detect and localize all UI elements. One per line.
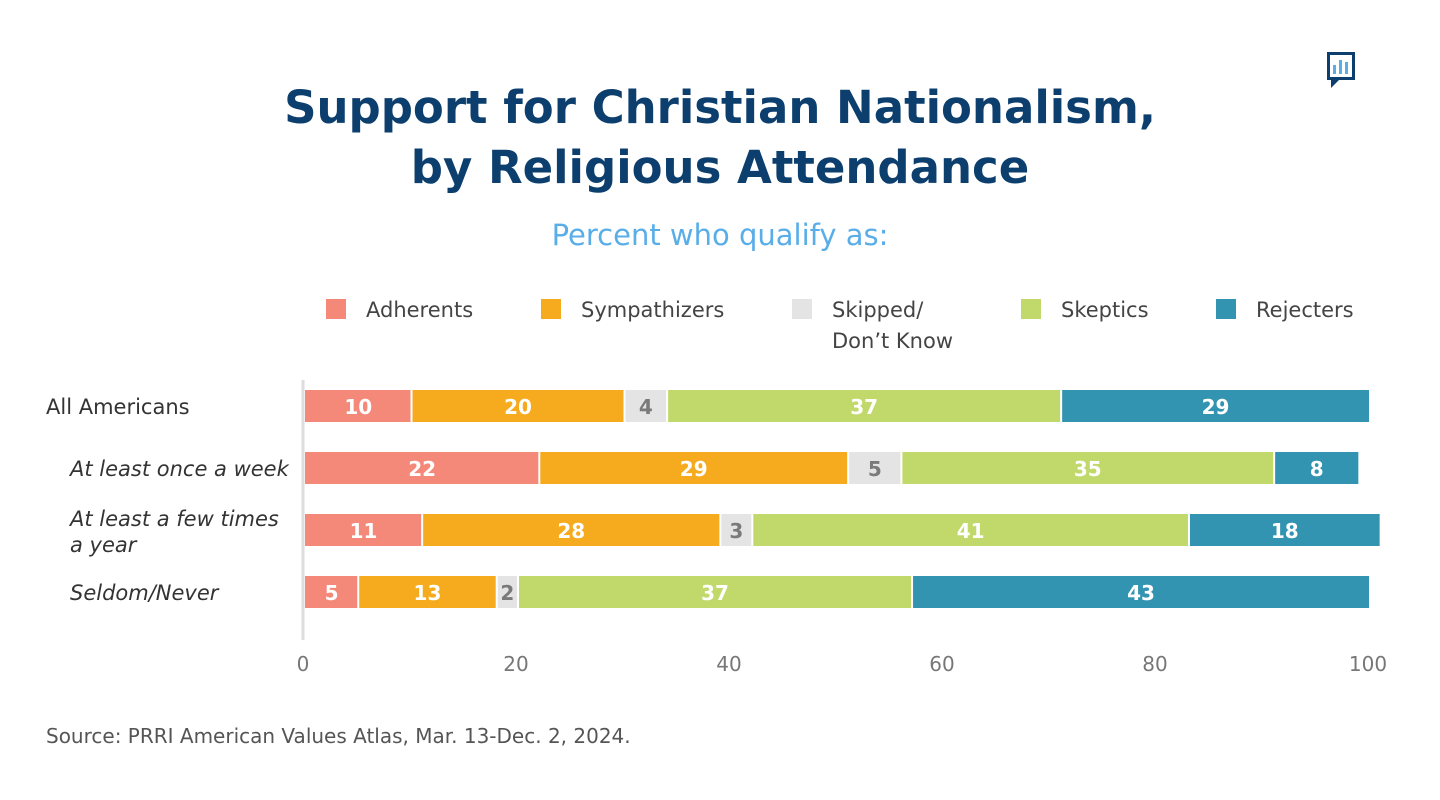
title-line-2: by Religious Attendance [410,141,1030,194]
legend-swatch-4 [1216,299,1236,319]
data-label: 20 [504,395,532,419]
bar-segment-adherents [305,514,422,546]
data-label: 22 [408,457,436,481]
bar-segment-rejecters [1062,390,1369,422]
legend-label: Skeptics [1061,298,1149,322]
data-label: 35 [1074,457,1102,481]
data-label: 37 [850,395,878,419]
bar-segment-adherents [305,390,411,422]
category-label: Seldom/Never [70,581,220,605]
data-label: 28 [557,519,585,543]
data-label: 13 [414,581,442,605]
bar-segment-skipped-don-t-know [625,390,667,422]
legend-swatch-3 [1021,299,1041,319]
bar-segment-skipped-don-t-know [849,452,901,484]
data-label: 2 [500,581,514,605]
data-label: 43 [1127,581,1155,605]
bar-segment-rejecters [1189,514,1380,546]
x-tick-label: 40 [716,652,741,676]
legend-label: Rejecters [1256,298,1354,322]
x-tick-label: 0 [297,652,310,676]
data-label: 8 [1310,457,1324,481]
legend-label: Sympathizers [581,298,724,322]
legend-swatch-1 [541,299,561,319]
x-tick-label: 100 [1349,652,1387,676]
data-label: 5 [325,581,339,605]
category-label: At least a few times [68,507,279,531]
data-label: 11 [350,519,378,543]
data-label: 29 [680,457,708,481]
data-label: 4 [639,395,653,419]
category-label: a year [70,533,138,557]
data-label: 37 [701,581,729,605]
data-label: 18 [1271,519,1299,543]
chart-title: Support for Christian Nationalism, by Re… [0,78,1440,198]
x-tick-label: 60 [929,652,954,676]
source-note: Source: PRRI American Values Atlas, Mar.… [46,724,631,748]
legend-swatch-2 [792,299,812,319]
bar-segment-sympathizers [540,452,848,484]
legend-label: Adherents [366,298,473,322]
bar-segment-adherents [305,452,539,484]
data-label: 41 [957,519,985,543]
bar-segment-skipped-don-t-know [497,576,517,608]
bar-segment-sympathizers [412,390,624,422]
title-line-1: Support for Christian Nationalism, [284,81,1156,134]
prri-logo-icon [1327,52,1355,88]
bar-segment-rejecters [1275,452,1359,484]
data-label: 10 [344,395,372,419]
x-tick-label: 20 [503,652,528,676]
bar-segment-rejecters [913,576,1369,608]
bar-segment-skeptics [753,514,1188,546]
bar-segment-sympathizers [423,514,720,546]
chart-subtitle: Percent who qualify as: [551,218,889,252]
bar-segment-skeptics [519,576,912,608]
x-tick-label: 80 [1142,652,1167,676]
data-label: 3 [729,519,743,543]
data-label: 29 [1202,395,1230,419]
data-label: 5 [868,457,882,481]
bar-segment-skeptics [668,390,1061,422]
bar-segment-adherents [305,576,358,608]
legend-label: Skipped/ [832,298,924,322]
bar-segment-skeptics [902,452,1274,484]
category-label: At least once a week [68,457,290,481]
bar-segment-skipped-don-t-know [721,514,752,546]
bar-segment-sympathizers [359,576,496,608]
legend-label: Don’t Know [832,329,953,353]
category-label: All Americans [46,395,190,419]
legend-swatch-0 [326,299,346,319]
